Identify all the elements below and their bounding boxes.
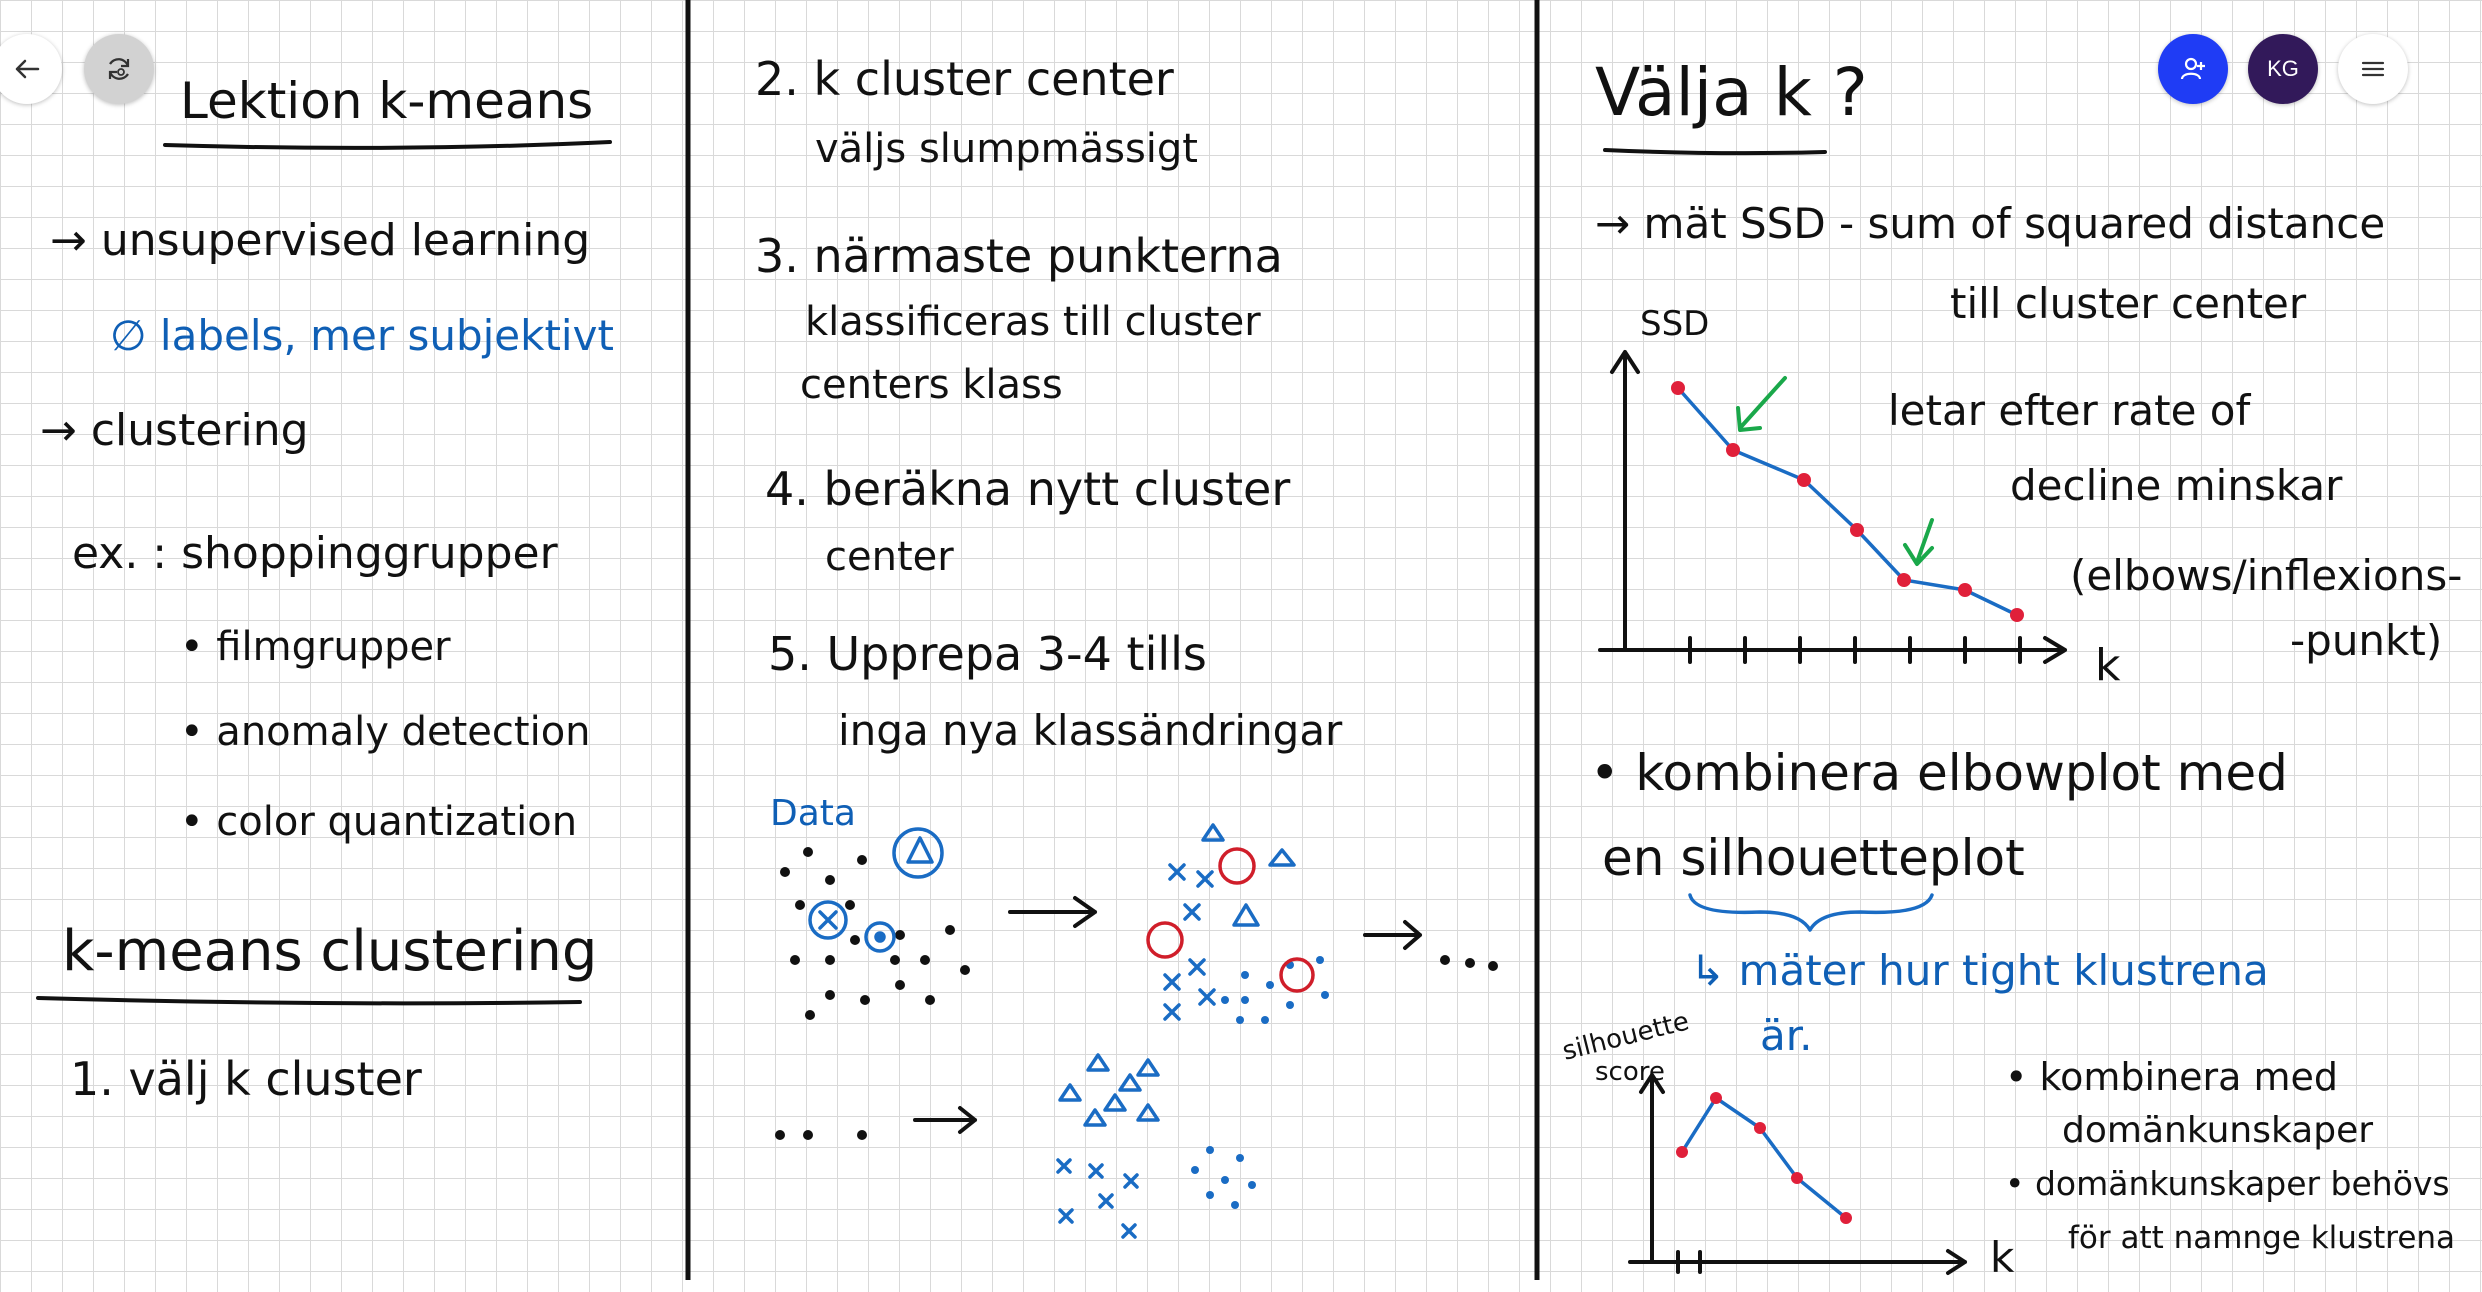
ellipsis-start [775,1130,867,1140]
note-col3-ssd1: → mät SSD - sum of squared distance [1595,199,2385,248]
note-col1-line3: → clustering [40,405,309,456]
heading2-underline [36,996,582,1006]
elbow-y-axis [1610,350,1640,652]
note-col3-combine2: en silhouetteplot [1602,829,2025,887]
note-col2-step5a: 5. Upprepa 3-4 tills [768,627,1207,681]
data-scatter-classified [1163,823,1296,1021]
elbow-axis-k: k [2095,640,2121,691]
note-col3-annot1: letar efter rate of [1888,386,2252,435]
arrow-step [1008,896,1097,928]
elbow-x-ticks [1688,636,2022,664]
back-button[interactable] [0,34,62,104]
final-cluster-points [1191,1146,1256,1209]
note-col3-title: Välja k ? [1595,54,1868,131]
note-col1-ex: ex. : shoppinggrupper [72,528,559,579]
arrow-continue [1363,920,1422,950]
note-col1-bullet1: • filmgrupper [180,624,451,670]
elbow-x-axis [1598,636,2067,664]
note-col3-combine1: • kombinera elbowplot med [1590,744,2288,802]
note-col2-step2a: 2. k cluster center [755,52,1174,106]
ellipsis-continue [1440,955,1498,971]
note-col2-step2b: väljs slumpmässigt [815,126,1198,172]
note-col3-note1b: domänkunskaper [2062,1110,2373,1151]
note-col3-note2a: • domänkunskaper behövs [2005,1164,2450,1203]
note-col1-title: Lektion k-means [180,72,593,130]
note-col1-line2: ∅ labels, mer subjektivt [110,311,614,360]
note-col3-ssd2: till cluster center [1950,279,2307,328]
silhouette-curve [1680,1096,1848,1220]
cluster-points [1221,956,1329,1024]
note-col1-bullet2: • anomaly detection [180,709,591,755]
col3-title-underline [1603,148,1827,156]
elbow-axis-ssd: SSD [1640,304,1709,344]
silhouette-x-axis [1628,1249,1967,1275]
note-col1-heading2: k-means clustering [62,919,597,984]
avatar[interactable]: KG [2248,34,2318,104]
initial-centers [808,827,944,953]
sync-icon [108,58,130,80]
silhouette-x-ticks [1676,1250,1702,1274]
note-col3-note1a: • kombinera med [2005,1055,2338,1099]
note-col2-step3b: klassificeras till cluster [805,299,1261,345]
note-col1-bullet3: • color quantization [180,799,577,845]
note-col1-step1: 1. välj k cluster [70,1052,422,1106]
title-underline [163,140,612,150]
silhouette-y-axis [1639,1073,1665,1264]
sync-button[interactable] [84,34,154,104]
silhouette-points [1676,1092,1852,1224]
note-col2-step4b: center [825,534,954,580]
arrow-left-icon [15,59,40,79]
note-col1-line1: → unsupervised learning [50,215,590,266]
moved-centers [1146,847,1315,993]
silhouette-brace [1688,893,1934,932]
note-col2-data-label: Data [770,793,856,834]
note-col2-step3a: 3. närmaste punkterna [755,229,1283,283]
final-clusters [1056,1053,1160,1239]
elbow-points [1671,381,2024,622]
arrow-final [913,1106,977,1134]
avatar-initials: KG [2267,56,2299,81]
hamburger-menu-icon [2361,61,2385,77]
add-person-icon [2180,57,2205,80]
note-col3-annot3: (elbows/inflexions- [2070,551,2462,600]
note-col3-measure2: är. [1760,1011,1813,1060]
note-col3-annot4: -punkt) [2290,616,2442,665]
note-col2-step4a: 4. beräkna nytt cluster [765,462,1290,516]
silhouette-axis-label2: score [1595,1057,1665,1087]
note-col3-measure: ↳ mäter hur tight klustrena [1690,946,2269,995]
note-col2-step3c: centers klass [800,362,1063,408]
note-col2-step5b: inga nya klassändringar [838,706,1343,755]
elbow-green-arrows [1736,376,1934,566]
note-col3-note2b: för att namnge klustrena [2068,1220,2455,1256]
menu-button[interactable] [2338,34,2408,104]
silhouette-axis-k: k [1990,1233,2015,1282]
invite-people-button[interactable] [2158,34,2228,104]
data-scatter-initial [780,847,970,1020]
note-col3-annot2: decline minskar [2010,461,2343,510]
